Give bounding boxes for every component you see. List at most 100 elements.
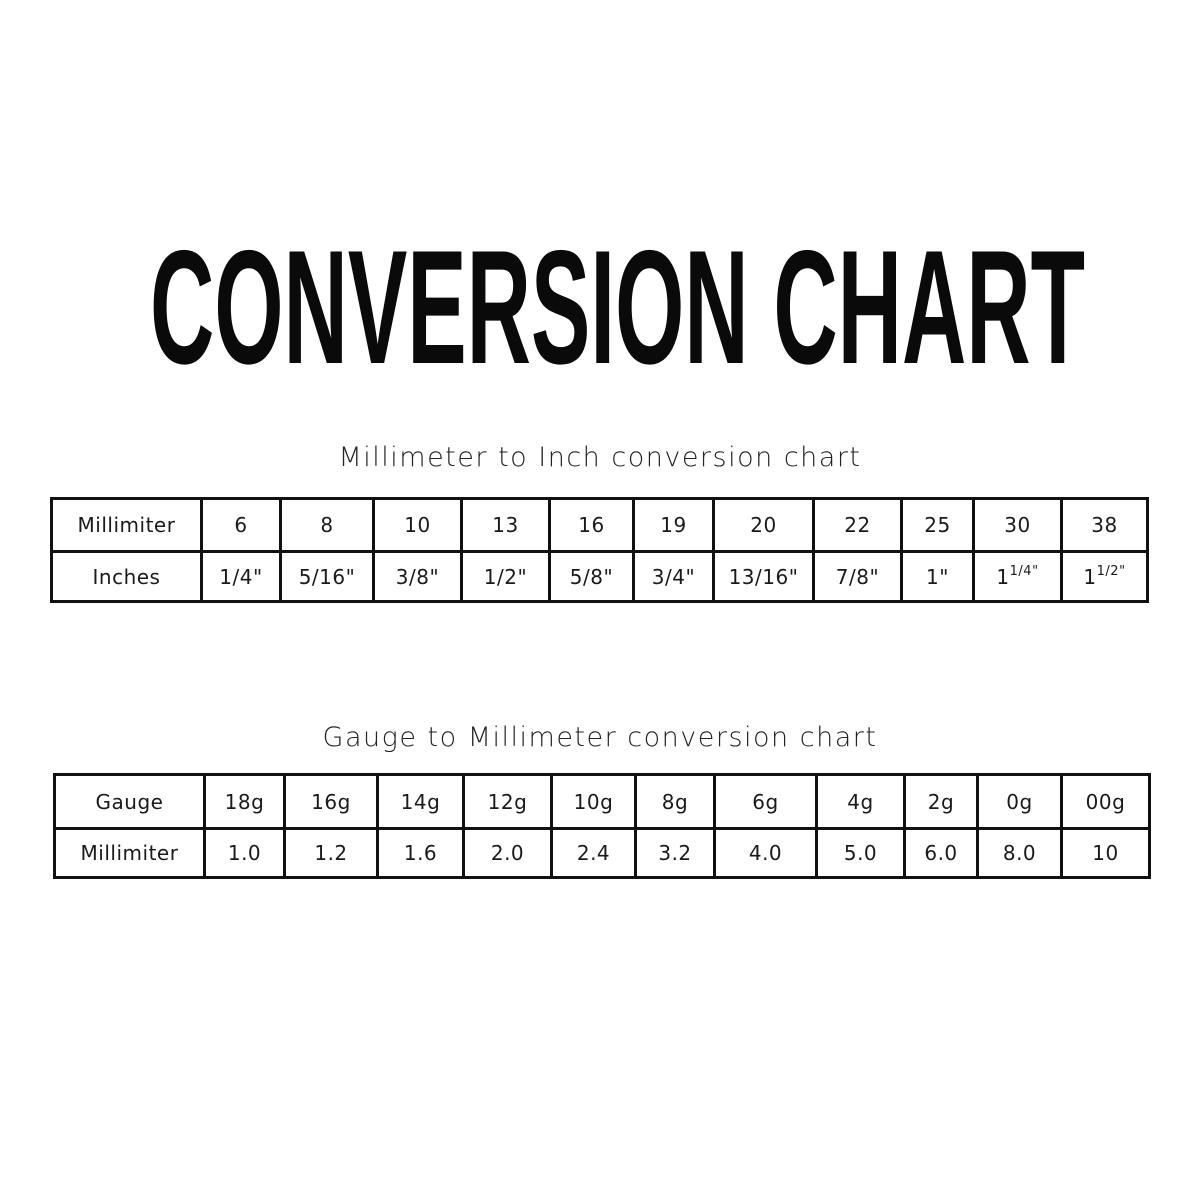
cell-value: 1/4": [219, 564, 263, 589]
cell-value: 3.2: [658, 841, 692, 865]
table-cell: 12g: [462, 773, 553, 830]
table-cell: 18g: [203, 773, 286, 830]
table-cell: 1.6: [376, 827, 465, 879]
cell-value: 10: [1092, 841, 1119, 865]
cell-value: 1.2: [314, 841, 348, 865]
table-cell: 10: [372, 497, 463, 553]
table-cell: 6: [200, 497, 282, 553]
table-row: Inches 1/4" 5/16" 3/8" 1/2" 5/8" 3/4" 13/16" 7/8…: [50, 550, 1149, 603]
cell-value: 5/16": [298, 564, 356, 589]
table-cell: 8.0: [976, 827, 1063, 879]
table-cell: 6g: [713, 773, 818, 830]
gauge-to-mm-table: Gauge 18g 16g 14g 12g 10g 8g 6g 4g 2g 0g 00g Millimi…: [53, 773, 1151, 879]
table-row: Millimiter 6 8 10 13 16 19 20 22 25 30 38: [50, 497, 1149, 553]
cell-value: 2g: [927, 789, 955, 814]
cell-value: 8: [320, 513, 334, 537]
cell-value: 8g: [661, 789, 689, 814]
cell-value: 19: [660, 513, 687, 537]
cell-value: 7/8": [835, 564, 880, 589]
table-row: Gauge 18g 16g 14g 12g 10g 8g 6g 4g 2g 0g 00g: [53, 773, 1151, 830]
table-cell: 2g: [903, 773, 979, 830]
cell-value: 1.6: [403, 841, 438, 865]
table-cell: 19: [632, 497, 715, 553]
cell-fraction: 1/4": [1009, 564, 1039, 579]
table-cell: 13/16": [712, 550, 815, 603]
table-cell: 1": [900, 550, 975, 603]
table-row: Millimiter 1.0 1.2 1.6 2.0 2.4 3.2 4.0 5.0 6.0 8.0…: [53, 827, 1151, 879]
cell-value: 1.0: [227, 841, 262, 865]
cell-value: 6.0: [924, 841, 958, 865]
cell-value: 16: [578, 513, 605, 537]
row-label: Millimiter: [53, 827, 206, 879]
table-cell: 25: [900, 497, 975, 553]
cell-value: 2.4: [576, 841, 611, 865]
table-cell: 1/2": [460, 550, 551, 603]
table-cell: 13: [460, 497, 551, 553]
cell-value: 1/2": [483, 564, 528, 589]
table-cell: 30: [972, 497, 1063, 553]
table-cell: 5/16": [279, 550, 375, 603]
mm-to-inch-caption: Millimeter to Inch conversion chart: [338, 442, 862, 473]
cell-value: 10g: [573, 789, 614, 814]
cell-value: 0g: [1006, 789, 1033, 814]
cell-value: 13/16": [728, 564, 799, 589]
cell-value: 16g: [311, 789, 351, 814]
table-cell: 1.2: [283, 827, 379, 879]
table-cell: 7/8": [812, 550, 903, 603]
table-cell: 11/4": [972, 550, 1063, 603]
table-cell: 5.0: [815, 827, 906, 879]
table-cell: 1.0: [203, 827, 286, 879]
row-label: Millimiter: [50, 497, 203, 553]
cell-value: 25: [924, 513, 951, 537]
table-cell: 4g: [815, 773, 906, 830]
table-cell: 5/8": [548, 550, 635, 603]
cell-value: 2.0: [490, 841, 525, 865]
cell-value: 5/8": [569, 564, 614, 589]
cell-value: 5.0: [843, 841, 878, 865]
cell-value: 3/4": [651, 564, 696, 589]
table-cell: 20: [712, 497, 815, 553]
table-cell: 3.2: [634, 827, 716, 879]
cell-value: 13: [492, 513, 519, 537]
cell-value: 3/8": [395, 564, 440, 589]
page-title-text: CONVERSION CHART: [150, 240, 1085, 380]
cell-value: 4g: [847, 789, 874, 814]
row-label: Inches: [50, 550, 203, 603]
table-cell: 11/2": [1060, 550, 1149, 603]
cell-value: 22: [844, 513, 871, 537]
cell-value: 10: [404, 513, 431, 537]
table-cell: 8g: [634, 773, 716, 830]
cell-value: 14g: [400, 789, 441, 814]
table-cell: 2.0: [462, 827, 553, 879]
cell-value: 12g: [487, 789, 528, 814]
table-cell: 16g: [283, 773, 379, 830]
cell-fraction: 1/2": [1096, 564, 1126, 579]
page-title: CONVERSION CHART: [150, 240, 1085, 380]
table-cell: 22: [812, 497, 903, 553]
gauge-to-mm-caption: Gauge to Millimeter conversion chart: [322, 722, 878, 753]
table-cell: 8: [279, 497, 375, 553]
cell-value: 18g: [224, 789, 265, 814]
table-cell: 38: [1060, 497, 1149, 553]
table-cell: 3/8": [372, 550, 463, 603]
mm-to-inch-table: Millimiter 6 8 10 13 16 19 20 22 25 30 38 Inches 1/4"…: [50, 497, 1149, 603]
cell-value: 1: [1083, 565, 1097, 589]
table-cell: 2.4: [550, 827, 637, 879]
cell-value: 00g: [1085, 789, 1126, 814]
table-cell: 3/4": [632, 550, 715, 603]
table-cell: 16: [548, 497, 635, 553]
cell-value: 38: [1091, 513, 1118, 537]
table-cell: 14g: [376, 773, 465, 830]
cell-value: 4.0: [748, 841, 783, 865]
table-cell: 10g: [550, 773, 637, 830]
cell-value: 1: [996, 565, 1010, 589]
table-cell: 0g: [976, 773, 1063, 830]
cell-value: 20: [750, 513, 777, 537]
cell-value: 8.0: [1002, 841, 1037, 865]
table-cell: 4.0: [713, 827, 818, 879]
table-cell: 6.0: [903, 827, 979, 879]
row-label: Gauge: [53, 773, 206, 830]
table-cell: 10: [1060, 827, 1151, 879]
cell-value: 30: [1004, 513, 1031, 537]
table-cell: 00g: [1060, 773, 1151, 830]
